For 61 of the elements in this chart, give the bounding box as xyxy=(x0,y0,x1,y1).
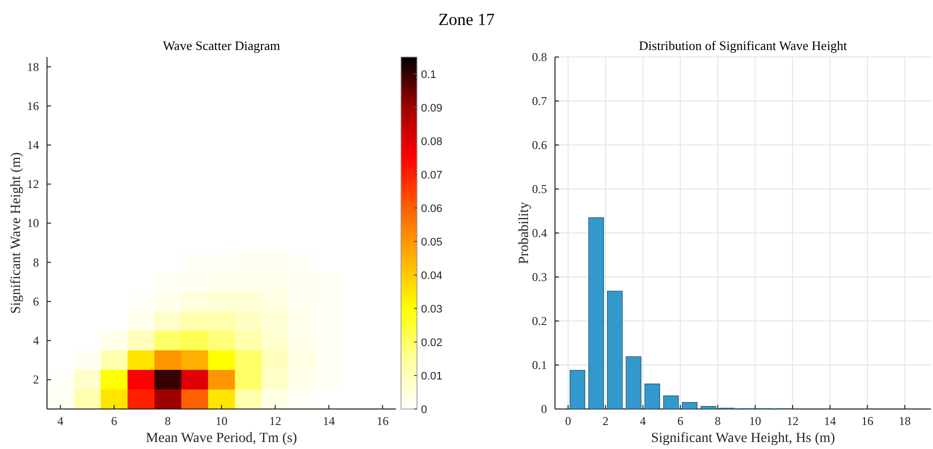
color-bar-label: 0.08 xyxy=(421,136,442,148)
color-bar-label: 0.04 xyxy=(421,270,442,282)
x-tick-label: 10 xyxy=(749,414,762,428)
y-tick-label: 0.4 xyxy=(532,226,547,240)
x-tick-label: 14 xyxy=(824,414,836,428)
x-tick-label: 14 xyxy=(322,414,335,428)
bar xyxy=(682,402,698,410)
x-axis-title: Significant Wave Height, Hs (m) xyxy=(650,431,836,446)
y-tick-label: 0.5 xyxy=(532,182,547,196)
bar xyxy=(607,290,623,410)
color-bar-label: 0.1 xyxy=(421,68,436,81)
color-bar-label: 0.01 xyxy=(421,370,442,382)
y-axis-title: Significant Wave Height (m) xyxy=(9,152,24,314)
y-tick-label: 0.2 xyxy=(532,314,547,328)
bar xyxy=(663,396,679,410)
bar xyxy=(626,356,642,410)
y-tick-label: 6 xyxy=(33,294,39,308)
x-tick-label: 6 xyxy=(677,414,684,428)
x-tick-label: 2 xyxy=(602,414,609,428)
y-tick-label: 0 xyxy=(541,402,547,416)
chart-title: Wave Scatter Diagram xyxy=(162,38,280,53)
x-tick-label: 8 xyxy=(164,414,171,428)
color-bar-label: 0.06 xyxy=(421,202,442,215)
x-tick-label: 16 xyxy=(861,414,874,428)
bar xyxy=(588,217,604,410)
y-tick-label: 0.1 xyxy=(532,358,547,372)
x-tick-label: 0 xyxy=(565,414,572,428)
y-tick-label: 0.3 xyxy=(532,270,547,284)
x-tick-label: 10 xyxy=(216,414,228,428)
x-tick-label: 18 xyxy=(898,414,911,428)
x-tick-label: 12 xyxy=(786,414,799,428)
bar xyxy=(570,370,586,410)
chart-title: Distribution of Significant Wave Height xyxy=(638,38,848,53)
y-tick-label: 14 xyxy=(27,138,39,152)
y-tick-label: 18 xyxy=(27,60,39,74)
y-tick-label: 12 xyxy=(27,177,39,192)
color-bar-label: 0.09 xyxy=(421,102,442,114)
x-tick-label: 6 xyxy=(111,414,118,428)
y-axis-title: Probability xyxy=(517,202,532,264)
y-tick-label: 0.6 xyxy=(532,138,547,152)
x-tick-label: 8 xyxy=(714,414,721,428)
color-bar-label: 0.07 xyxy=(421,169,442,182)
y-tick-label: 8 xyxy=(33,255,39,270)
color-bar-label: 0 xyxy=(421,404,428,416)
y-tick-label: 0.7 xyxy=(532,94,547,108)
y-tick-label: 10 xyxy=(27,216,39,230)
x-axis-title: Mean Wave Period, Tm (s) xyxy=(146,431,298,446)
x-tick-label: 4 xyxy=(640,414,646,428)
text: Zone 17 xyxy=(438,10,496,29)
color-bar-label: 0.02 xyxy=(421,336,442,349)
x-tick-label: 4 xyxy=(57,414,64,428)
color-bar-label: 0.05 xyxy=(421,236,442,248)
bar xyxy=(700,406,716,410)
y-tick-label: 16 xyxy=(27,98,39,113)
x-tick-label: 12 xyxy=(269,414,282,428)
y-tick-label: 2 xyxy=(33,372,39,387)
y-tick-label: 4 xyxy=(33,334,39,348)
color-bar-label: 0.03 xyxy=(421,303,442,316)
y-tick-label: 0.8 xyxy=(532,50,547,64)
bar xyxy=(644,384,660,410)
x-tick-label: 16 xyxy=(376,414,389,428)
